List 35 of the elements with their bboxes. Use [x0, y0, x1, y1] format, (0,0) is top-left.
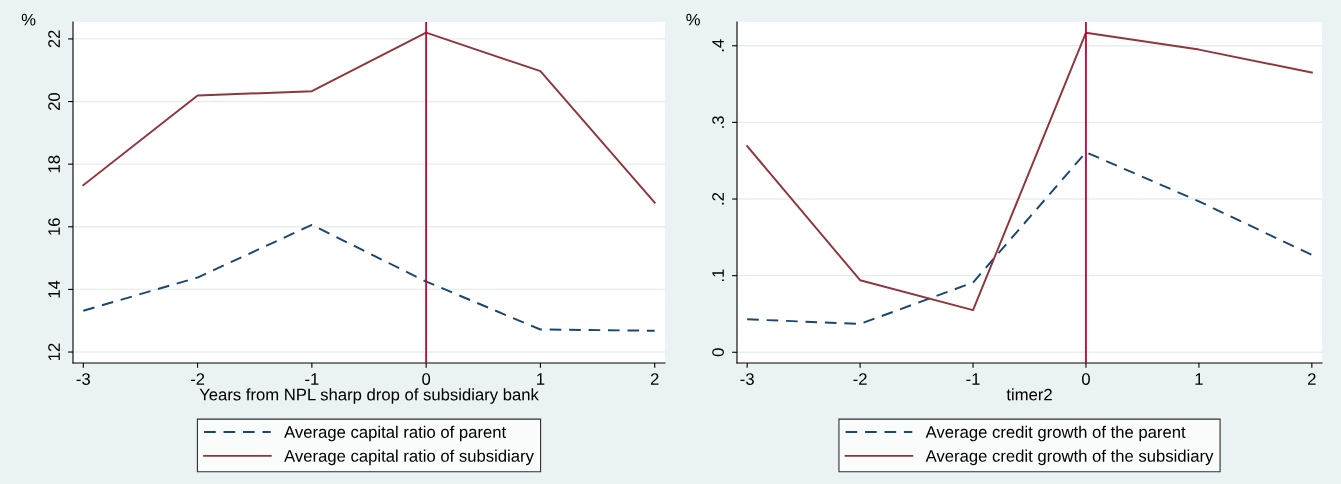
x-tick-label: -2 [853, 373, 867, 385]
y-tick-label: 12 [48, 343, 60, 361]
y-tick-label: 16 [48, 218, 60, 235]
x-tick-label: -1 [966, 373, 980, 385]
y-tick-label: .2 [712, 192, 724, 205]
y-tick-label: .4 [712, 39, 724, 52]
line-series [82, 31, 656, 204]
x-tick-label: 1 [537, 373, 545, 385]
legend-label: Average capital ratio of parent [284, 425, 507, 442]
y-tick-label: .3 [712, 116, 724, 128]
y-tick-label: 0 [712, 348, 724, 357]
x-tick-label: 2 [1308, 373, 1316, 385]
x-tick-label: -3 [76, 373, 90, 385]
y-axis-title: % [686, 13, 700, 26]
y-tick-label: 18 [48, 155, 60, 173]
y-tick-label: 22 [48, 30, 60, 48]
x-tick-label: 1 [1195, 373, 1203, 385]
legend-label: Average credit growth of the parent [925, 425, 1186, 442]
x-tick-label: 0 [422, 373, 431, 385]
line-series [746, 31, 1313, 312]
y-tick-label: 20 [48, 92, 60, 110]
x-tick-label: -3 [740, 373, 754, 385]
x-axis-title: timer2 [1006, 388, 1052, 401]
y-tick-label: .1 [712, 269, 724, 282]
y-tick-label: 14 [48, 280, 60, 298]
legend-label: Average credit growth of the subsidiary [925, 449, 1214, 466]
line-series [746, 151, 1313, 325]
x-axis-title: Years from NPL sharp drop of subsidiary bank [199, 388, 539, 404]
x-tick-label: -1 [305, 373, 319, 385]
x-tick-label: 0 [1081, 373, 1090, 385]
legend-label: Average capital ratio of subsidiary [284, 449, 534, 466]
x-tick-label: -2 [190, 373, 205, 385]
x-tick-label: 2 [650, 373, 659, 385]
y-axis-title: % [21, 13, 36, 26]
line-series [82, 223, 656, 332]
